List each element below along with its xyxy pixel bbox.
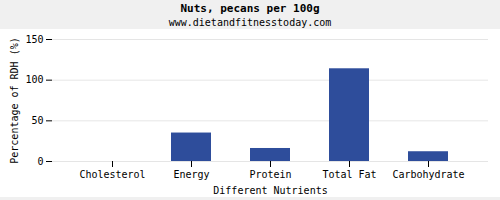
html-text:www.dietandfitnesstoday.com: www.dietandfitnesstoday.com: [168, 17, 332, 28]
svg-text:Energy: Energy: [173, 169, 209, 180]
svg-text:Cholesterol: Cholesterol: [79, 169, 145, 180]
svg-text:50: 50: [31, 115, 43, 126]
html-text:Nuts, pecans per 100g: Nuts, pecans per 100g: [180, 2, 320, 15]
svg-text:0: 0: [37, 156, 43, 167]
svg-text:150: 150: [25, 34, 43, 45]
svg-text:Total Fat: Total Fat: [322, 169, 376, 180]
svg-text:Protein: Protein: [249, 169, 291, 180]
svg-text:Different Nutrients: Different Nutrients: [213, 185, 327, 196]
svg-text:Carbohydrate: Carbohydrate: [392, 169, 464, 180]
svg-text:Percentage of RDH (%): Percentage of RDH (%): [9, 37, 20, 163]
svg-text:100: 100: [25, 74, 43, 85]
